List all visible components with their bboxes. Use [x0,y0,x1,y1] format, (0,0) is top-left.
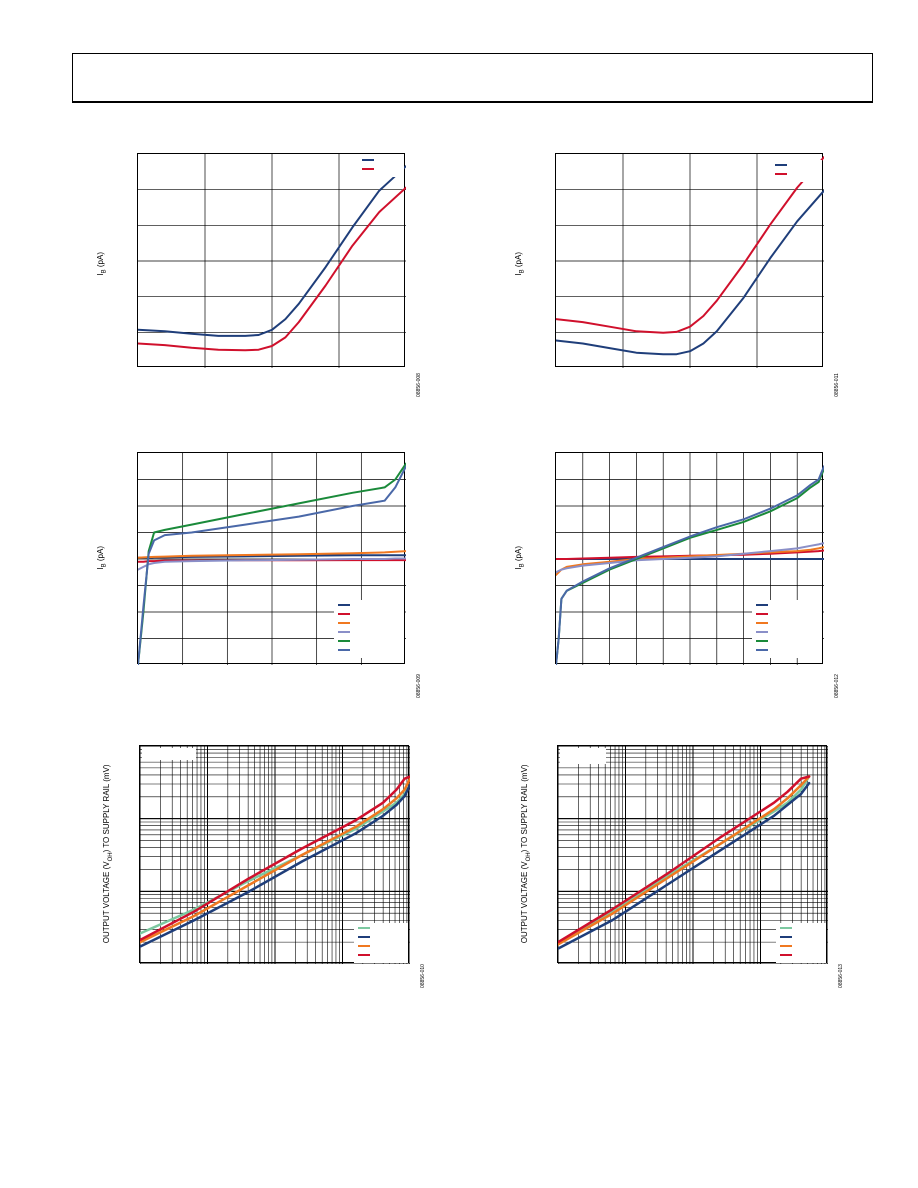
series-line-4 [556,542,824,574]
series-line-3 [140,777,410,944]
chart-5-code: 08856-010 [419,964,426,988]
series-line-4 [558,775,811,944]
series-line-6 [138,465,406,665]
series-line-1 [558,775,811,944]
series-line-2 [558,781,811,950]
chart-1-ylabel: IB (pA) [96,251,108,276]
page-header-box [72,53,873,103]
series-line-2 [138,186,406,352]
chart-5-ylabel: OUTPUT VOLTAGE (VOH) TO SUPPLY RAIL (mV) [102,764,114,944]
chart-2 [555,153,824,368]
chart-5 [139,745,410,964]
chart-3-code: 08856-009 [415,674,422,698]
chart-4 [555,452,824,665]
annotation-box [560,748,606,764]
chart-3 [137,452,406,665]
chart-3-ylabel: IB (pA) [96,545,108,570]
chart-4-code: 08856-012 [833,674,840,698]
chart-1 [137,153,406,368]
chart-2-ylabel: IB (pA) [514,251,526,276]
chart-4-ylabel: IB (pA) [514,545,526,570]
series-line-6 [556,465,824,665]
series-line-2 [140,783,410,948]
legend-box [358,155,404,177]
series-line-4 [140,775,410,942]
series-line-3 [558,775,811,946]
series-line-2 [556,156,824,334]
chart-6 [557,745,828,964]
legend-box [334,600,404,658]
annotation-box [142,748,196,760]
legend-box [771,160,822,182]
legend-box [354,923,408,963]
series-line-1 [138,165,406,337]
chart-6-ylabel: OUTPUT VOLTAGE (VOH) TO SUPPLY RAIL (mV) [520,764,532,944]
legend-box [776,923,826,963]
chart-6-code: 08856-013 [837,964,844,988]
chart-1-code: 08856-008 [415,373,422,397]
series-line-1 [556,189,824,356]
legend-box [752,600,822,658]
chart-2-code: 08856-011 [833,373,840,397]
